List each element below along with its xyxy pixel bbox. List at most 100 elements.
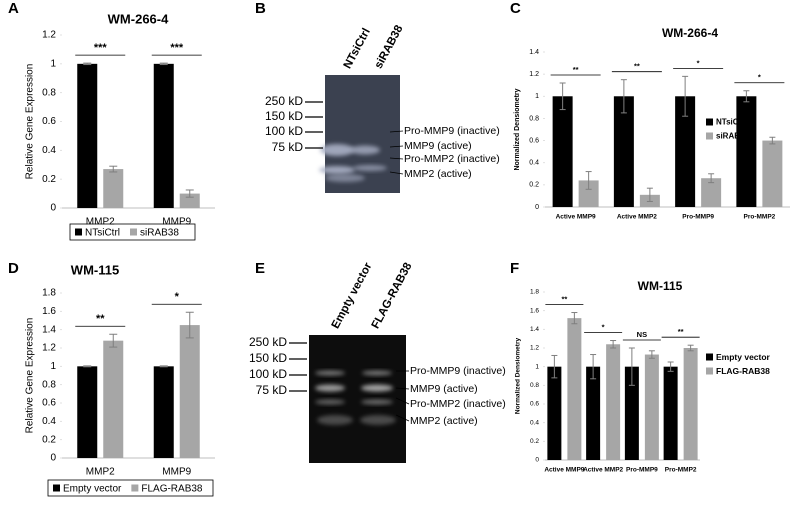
chart-title: WM-115 <box>71 262 119 277</box>
x-tick-label: MMP9 <box>162 217 191 228</box>
bar <box>644 354 659 460</box>
x-tick-label: Pro-MMP9 <box>626 467 658 474</box>
gel-band <box>315 384 345 392</box>
y-tick-label: 0.2 <box>530 438 539 445</box>
legend-label: Empty vector <box>63 484 122 495</box>
bar <box>77 63 98 209</box>
gel-band <box>360 415 396 425</box>
x-tick-label: Pro-MMP9 <box>682 214 714 221</box>
y-tick-label: 0.4 <box>529 160 539 167</box>
y-tick-label: 0.8 <box>42 87 56 98</box>
chart-title: WM-266-4 <box>108 11 169 26</box>
legend-label: NTsiCtrl <box>85 228 120 239</box>
y-tick-label: 0.4 <box>42 416 56 427</box>
bar <box>547 366 562 460</box>
band-line <box>389 171 404 175</box>
x-tick-label: Active MMP9 <box>556 214 596 221</box>
significance-label: ** <box>678 327 684 336</box>
marker-label: 100 kD <box>265 124 303 138</box>
gel-band <box>361 399 393 405</box>
band-line <box>395 397 410 405</box>
gel-band <box>315 399 345 405</box>
y-tick-label: 0.2 <box>42 434 56 445</box>
bar <box>606 344 621 460</box>
y-tick-label: 1.2 <box>530 345 539 352</box>
y-tick-label: 0.6 <box>42 398 56 409</box>
significance-label: *** <box>170 42 184 54</box>
x-tick-label: MMP9 <box>162 467 191 478</box>
band-label: MMP2 (active) <box>404 168 472 180</box>
band-line <box>395 387 410 390</box>
marker-label: 150 kD <box>249 351 287 365</box>
lane-label: FLAG-RAB38 <box>370 260 415 330</box>
band-label: Pro-MMP9 (inactive) <box>404 125 500 137</box>
band-line <box>389 145 404 148</box>
bar <box>103 340 124 458</box>
significance-label: ** <box>634 62 640 71</box>
chart-title: WM-115 <box>638 279 683 293</box>
band-label: MMP2 (active) <box>410 415 478 427</box>
y-tick-label: 1 <box>50 361 56 372</box>
lane-label: siRAB38 <box>373 23 406 71</box>
legend-swatch <box>706 118 713 126</box>
x-tick-label: Active MMP9 <box>544 467 584 474</box>
band-label: Pro-MMP2 (inactive) <box>404 153 500 165</box>
y-tick-label: 0 <box>535 204 539 211</box>
y-axis-label: Normalized Densiometry <box>515 338 522 415</box>
marker-label: 250 kD <box>265 94 303 108</box>
marker-label: 150 kD <box>265 109 303 123</box>
significance-label: * <box>758 73 761 82</box>
bar <box>624 366 639 460</box>
y-tick-label: 1.4 <box>529 49 539 56</box>
chart-panel: A WM-266-4 Relative Gene Expression 0 0.2 0.4… <box>8 0 215 241</box>
panel-letter: C <box>510 0 521 17</box>
gel-band <box>315 370 345 376</box>
marker-label: 250 kD <box>249 335 287 349</box>
panel-letter: E <box>255 260 265 277</box>
bar <box>663 366 678 460</box>
bar <box>586 366 601 460</box>
y-tick-label: 0.6 <box>42 116 56 127</box>
y-tick-label: 1.8 <box>42 288 56 299</box>
y-tick-label: 0 <box>50 453 56 464</box>
panel-letter: D <box>8 260 19 277</box>
gel-band <box>319 166 355 174</box>
bar <box>179 193 200 208</box>
y-tick-label: 0.4 <box>530 419 539 426</box>
bar <box>153 63 174 209</box>
marker-label: 75 kD <box>272 140 304 154</box>
lane-label: Empty vector <box>330 260 375 330</box>
y-tick-label: 1.8 <box>530 289 539 296</box>
legend-box <box>47 479 214 497</box>
bar <box>153 366 174 458</box>
chart-panel: F WM-115 Normalized Densiometry 0 0.2 0.4 0.6 0… <box>510 260 771 474</box>
y-tick-label: 1.4 <box>530 326 539 333</box>
y-tick-label: 1 <box>50 58 56 69</box>
chart-panel: D WM-115 Relative Gene Expression 0 0.2 0.4 0.… <box>8 260 215 497</box>
panel-letter: F <box>510 260 519 277</box>
lane-label: NTsiCtrl <box>342 26 373 70</box>
legend-label: FLAG-RAB38 <box>716 366 770 376</box>
y-tick-label: 1.2 <box>42 343 56 354</box>
y-tick-label: 1.6 <box>42 306 56 317</box>
significance-label: NS <box>637 330 647 339</box>
legend-swatch <box>131 484 139 492</box>
y-axis-label: Relative Gene Expression <box>25 318 36 434</box>
x-tick-label: Pro-MMP2 <box>665 467 697 474</box>
y-tick-label: 0.6 <box>530 401 539 408</box>
legend-label: siRAB38 <box>140 228 179 239</box>
bar <box>762 140 783 207</box>
band-label: MMP9 (active) <box>410 383 478 395</box>
y-tick-label: 1.2 <box>529 71 539 78</box>
gel-band <box>362 370 392 376</box>
legend-swatch <box>706 367 713 375</box>
panel-letter: B <box>255 0 266 17</box>
band-line <box>395 414 410 422</box>
legend-label: FLAG-RAB38 <box>141 484 203 495</box>
y-axis-label: Normalized Densiometry <box>514 88 521 170</box>
bar <box>701 178 722 207</box>
legend-box <box>69 223 196 241</box>
bar <box>103 169 124 208</box>
